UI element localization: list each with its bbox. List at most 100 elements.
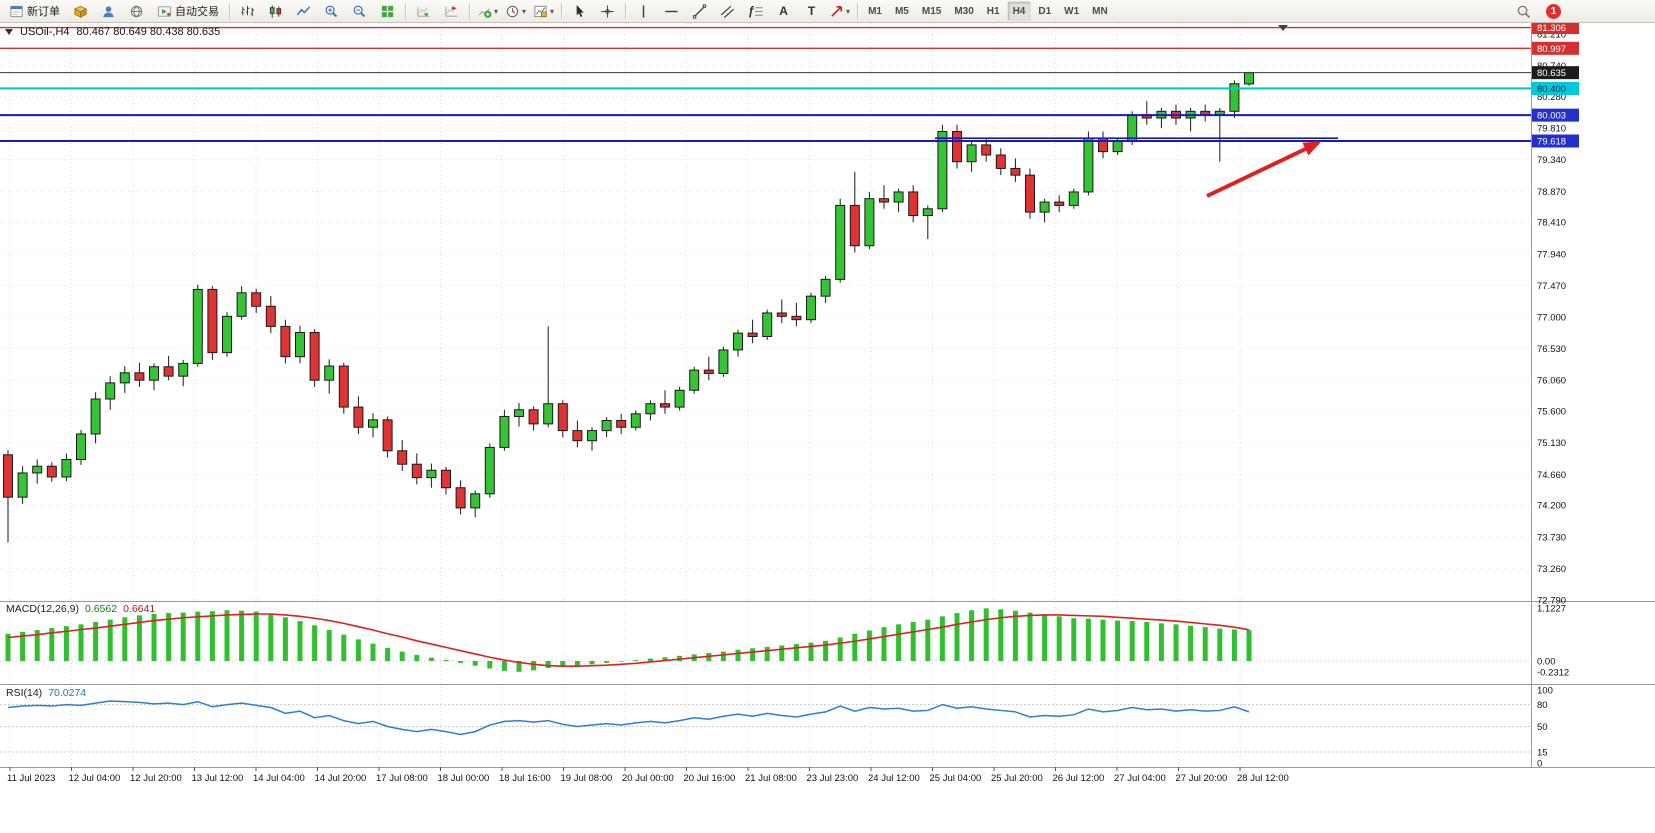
svg-text:80.280: 80.280	[1537, 92, 1566, 103]
text-button[interactable]: A	[770, 1, 797, 22]
price-badges: 81.306 80.997 80.635 80.400 80.003 79.618	[1532, 21, 1579, 148]
zoom-in-icon	[325, 5, 338, 17]
price-badge-81.306	[1532, 21, 1579, 35]
svg-text:27 Jul 20:00: 27 Jul 20:00	[1176, 773, 1228, 784]
timeframe-h1[interactable]: H1	[986, 5, 1000, 17]
text-tool-icon: A	[779, 4, 788, 18]
timeframe-mn[interactable]: MN	[1092, 5, 1108, 17]
trendline-button[interactable]	[686, 1, 713, 22]
svg-text:77.000: 77.000	[1537, 313, 1566, 324]
text-label-button[interactable]: T	[798, 1, 825, 22]
one-click-trading-icon[interactable]	[5, 29, 13, 35]
arrows-button[interactable]: ▾	[826, 1, 853, 22]
cursor-button[interactable]	[566, 1, 593, 22]
timeframe-w1[interactable]: W1	[1064, 5, 1080, 17]
candlestick-chart-button[interactable]	[262, 1, 289, 22]
macd-panel: 1.1227 0.00-0.2312	[0, 604, 1569, 678]
svg-text:13 Jul 12:00: 13 Jul 12:00	[192, 773, 244, 784]
timeframe-m15[interactable]: M15	[921, 5, 942, 17]
svg-text:15: 15	[1537, 748, 1548, 759]
horizontal-line-button[interactable]	[658, 1, 685, 22]
svg-text:74.200: 74.200	[1537, 501, 1566, 512]
community-icon	[103, 5, 114, 17]
chart-shift-marker[interactable]	[1278, 25, 1288, 31]
svg-text:27 Jul 04:00: 27 Jul 04:00	[1114, 773, 1166, 784]
auto-trading-button[interactable]: 自动交易	[151, 1, 225, 22]
tile-windows-icon	[381, 5, 394, 17]
indicators-button[interactable]: ▾	[474, 1, 501, 22]
fibonacci-icon: ƒ	[747, 4, 755, 18]
zoom-in-button[interactable]	[318, 1, 345, 22]
svg-text:81.306: 81.306	[1537, 23, 1566, 34]
tile-windows-button[interactable]	[374, 1, 401, 22]
svg-text:75.600: 75.600	[1537, 407, 1566, 418]
timeframe-h4[interactable]: H4	[1006, 1, 1032, 21]
metaeditor-icon	[73, 5, 88, 18]
chevron-down-icon: ▾	[494, 6, 499, 16]
zoom-out-button[interactable]	[346, 1, 373, 22]
auto-trading-label: 自动交易	[175, 6, 219, 18]
news-globe-icon	[130, 5, 143, 17]
svg-text:77.940: 77.940	[1537, 249, 1566, 260]
timeframe-m1[interactable]: M1	[868, 5, 882, 17]
crosshair-button[interactable]	[594, 1, 621, 22]
svg-text:76.060: 76.060	[1537, 376, 1566, 387]
toolbar-separator	[625, 3, 627, 19]
templates-button[interactable]: ▾	[530, 1, 557, 22]
svg-text:19 Jul 08:00: 19 Jul 08:00	[561, 773, 613, 784]
macd-label: MACD(12,26,9) 0.6562 0.6641	[6, 603, 155, 615]
svg-text:79.810: 79.810	[1537, 124, 1566, 135]
zoom-out-icon	[353, 5, 366, 17]
clock-icon	[506, 5, 519, 17]
vertical-line-button[interactable]	[630, 1, 657, 22]
indicators-icon	[478, 7, 492, 18]
svg-text:24 Jul 12:00: 24 Jul 12:00	[868, 773, 920, 784]
svg-text:76.530: 76.530	[1537, 344, 1566, 355]
bar-chart-button[interactable]	[234, 1, 261, 22]
chart-ohlc-values: 80.467 80.649 80.438 80.635	[76, 26, 221, 38]
community-button[interactable]	[95, 1, 122, 22]
svg-text:-0.2312: -0.2312	[1537, 667, 1569, 678]
svg-text:78.410: 78.410	[1537, 218, 1566, 229]
svg-text:80.997: 80.997	[1537, 44, 1566, 55]
macd-signal-value: 0.6641	[123, 603, 156, 615]
time-scale[interactable]: 11 Jul 2023 12 Jul 04:00 12 Jul 20:00 13 Ju…	[7, 767, 1289, 784]
metaeditor-button[interactable]	[67, 1, 94, 22]
svg-text:78.870: 78.870	[1537, 187, 1566, 198]
svg-text:25 Jul 04:00: 25 Jul 04:00	[930, 773, 982, 784]
line-chart-button[interactable]	[290, 1, 317, 22]
rsi-name: RSI(14)	[6, 687, 43, 699]
svg-text:73.260: 73.260	[1537, 564, 1566, 575]
search-button[interactable]	[1510, 1, 1537, 22]
chevron-down-icon: ▾	[846, 6, 851, 16]
svg-text:12 Jul 20:00: 12 Jul 20:00	[130, 773, 182, 784]
svg-text:80.003: 80.003	[1537, 111, 1566, 122]
channel-button[interactable]	[714, 1, 741, 22]
auto-scroll-button[interactable]	[410, 1, 437, 22]
svg-text:28 Jul 12:00: 28 Jul 12:00	[1237, 773, 1289, 784]
svg-text:25 Jul 20:00: 25 Jul 20:00	[991, 773, 1043, 784]
svg-text:75.130: 75.130	[1537, 438, 1566, 449]
svg-text:0.00: 0.00	[1537, 657, 1556, 668]
timeframe-d1[interactable]: D1	[1038, 5, 1052, 17]
periods-button[interactable]: ▾	[502, 1, 529, 22]
svg-text:23 Jul 23:00: 23 Jul 23:00	[807, 773, 859, 784]
new-order-button[interactable]: 新订单	[3, 1, 66, 22]
timeframe-m5[interactable]: M5	[894, 5, 909, 17]
new-order-label: 新订单	[27, 6, 60, 18]
notification-badge[interactable]: 1	[1546, 3, 1561, 19]
chart-title-overlay: USOil-,H4 80.467 80.649 80.438 80.635	[5, 26, 220, 38]
timeframe-m30[interactable]: M30	[954, 5, 974, 17]
svg-text:100: 100	[1537, 686, 1553, 697]
svg-text:17 Jul 08:00: 17 Jul 08:00	[376, 773, 428, 784]
rsi-value: 70.0274	[48, 687, 87, 699]
trend-arrow[interactable]	[1206, 141, 1322, 198]
svg-text:73.730: 73.730	[1537, 532, 1566, 543]
news-button[interactable]	[123, 1, 150, 22]
chart-shift-button[interactable]	[438, 1, 465, 22]
macd-name: MACD(12,26,9)	[6, 603, 79, 615]
horizontal-price-lines[interactable]	[0, 26, 1531, 143]
fibonacci-button[interactable]: ƒ	[742, 1, 769, 22]
